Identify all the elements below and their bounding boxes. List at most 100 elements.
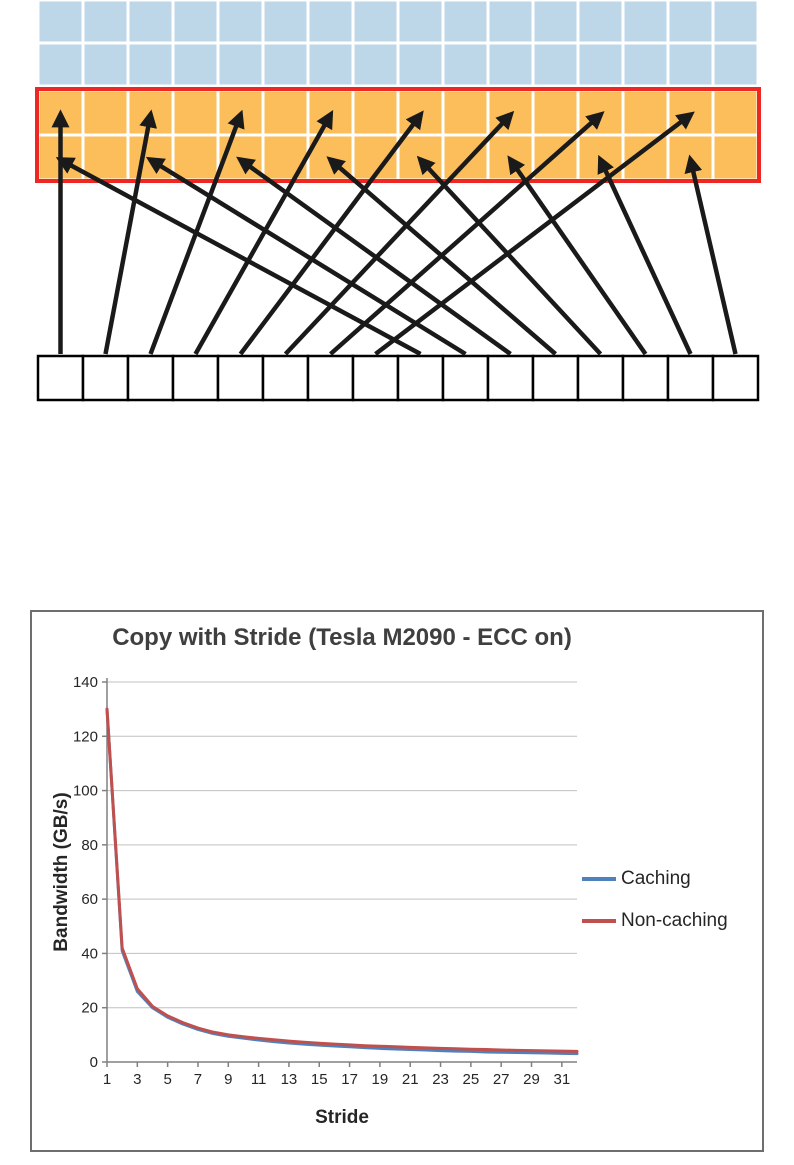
thread-box — [396, 354, 445, 402]
cache-cell — [624, 1, 667, 42]
x-tick-label: 25 — [463, 1071, 480, 1088]
thread-box — [711, 354, 760, 402]
thread-box — [306, 354, 355, 402]
cache-cell — [84, 1, 127, 42]
accessed-cell — [84, 136, 127, 179]
cache-cell — [219, 1, 262, 42]
access-arrow — [193, 110, 334, 356]
x-tick-label: 31 — [553, 1071, 570, 1088]
accessed-cell — [534, 91, 577, 134]
accessed-cell — [84, 91, 127, 134]
cache-cell — [354, 44, 397, 85]
y-tick-label: 100 — [73, 783, 98, 800]
cache-cell — [534, 1, 577, 42]
accessed-cell — [489, 136, 532, 179]
cache-cell — [444, 1, 487, 42]
thread-box — [666, 354, 715, 402]
access-arrow — [684, 154, 738, 355]
cache-cell — [174, 1, 217, 42]
accessed-cell — [309, 91, 352, 134]
legend-item-caching: Caching — [582, 868, 728, 890]
y-tick-label: 0 — [90, 1054, 98, 1071]
cache-cell — [624, 44, 667, 85]
chart-title: Copy with Stride (Tesla M2090 - ECC on) — [112, 624, 572, 651]
thread-box — [261, 354, 310, 402]
y-tick-label: 80 — [81, 837, 98, 854]
thread-box — [486, 354, 535, 402]
cache-cell — [489, 44, 532, 85]
y-tick-label: 20 — [81, 1000, 98, 1017]
cache-cell — [669, 1, 712, 42]
chart-y-axis-label: Bandwidth (GB/s) — [51, 792, 72, 952]
thread-box — [351, 354, 400, 402]
y-tick-label: 140 — [73, 674, 98, 691]
thread-box — [171, 354, 220, 402]
accessed-cell — [444, 136, 487, 179]
y-tick-label: 120 — [73, 728, 98, 745]
cache-cell — [219, 44, 262, 85]
cache-cell — [669, 44, 712, 85]
accessed-region-border — [35, 87, 761, 183]
series-line-non-caching — [105, 707, 579, 1053]
x-tick-label: 5 — [163, 1071, 171, 1088]
thread-box — [126, 354, 175, 402]
accessed-cell — [174, 91, 217, 134]
accessed-cell — [354, 91, 397, 134]
accessed-cell — [714, 136, 757, 179]
access-arrow — [283, 110, 515, 356]
cache-cell — [39, 44, 82, 85]
accessed-cell — [444, 91, 487, 134]
accessed-cell — [264, 91, 307, 134]
x-tick-label: 7 — [194, 1071, 202, 1088]
accessed-cell — [129, 91, 172, 134]
thread-box — [216, 354, 265, 402]
x-tick-label: 3 — [133, 1071, 141, 1088]
access-arrow — [238, 110, 424, 356]
strided-access-diagram — [35, 1, 761, 402]
strided-access-figure — [0, 0, 794, 410]
access-arrow — [145, 156, 467, 356]
cache-cell — [489, 1, 532, 42]
chart-x-axis-label: Stride — [315, 1107, 369, 1128]
legend-label: Non-caching — [621, 910, 728, 931]
cache-cell — [444, 44, 487, 85]
cache-cell — [309, 1, 352, 42]
legend-label: Caching — [621, 868, 691, 889]
x-tick-label: 19 — [372, 1071, 389, 1088]
access-arrow — [329, 111, 605, 356]
access-arrow — [597, 154, 693, 355]
x-tick-label: 21 — [402, 1071, 419, 1088]
access-arrow — [507, 155, 648, 356]
chart-legend: Caching Non-caching — [582, 868, 728, 932]
x-tick-label: 15 — [311, 1071, 328, 1088]
cache-cell — [399, 1, 442, 42]
access-arrow — [236, 156, 512, 356]
access-arrow — [326, 156, 557, 356]
x-tick-label: 1 — [103, 1071, 111, 1088]
y-tick-label: 60 — [81, 891, 98, 908]
cache-cell — [579, 44, 622, 85]
accessed-cell — [174, 136, 217, 179]
cache-cell — [84, 44, 127, 85]
accessed-cell — [129, 136, 172, 179]
x-tick-label: 27 — [493, 1071, 510, 1088]
cache-cell — [174, 44, 217, 85]
legend-line-swatch — [582, 919, 616, 923]
series-line-caching — [105, 707, 579, 1056]
x-tick-label: 13 — [281, 1071, 298, 1088]
cache-cell — [264, 1, 307, 42]
thread-box — [576, 354, 625, 402]
accessed-cell — [219, 91, 262, 134]
accessed-cell — [399, 136, 442, 179]
x-tick-label: 11 — [251, 1071, 267, 1088]
thread-box — [621, 354, 670, 402]
cache-cell — [354, 1, 397, 42]
accessed-cell — [714, 91, 757, 134]
legend-item-non-caching: Non-caching — [582, 910, 728, 932]
cache-cell — [579, 1, 622, 42]
access-arrow — [103, 109, 158, 355]
thread-box — [531, 354, 580, 402]
thread-box — [36, 354, 85, 402]
thread-box — [81, 354, 130, 402]
